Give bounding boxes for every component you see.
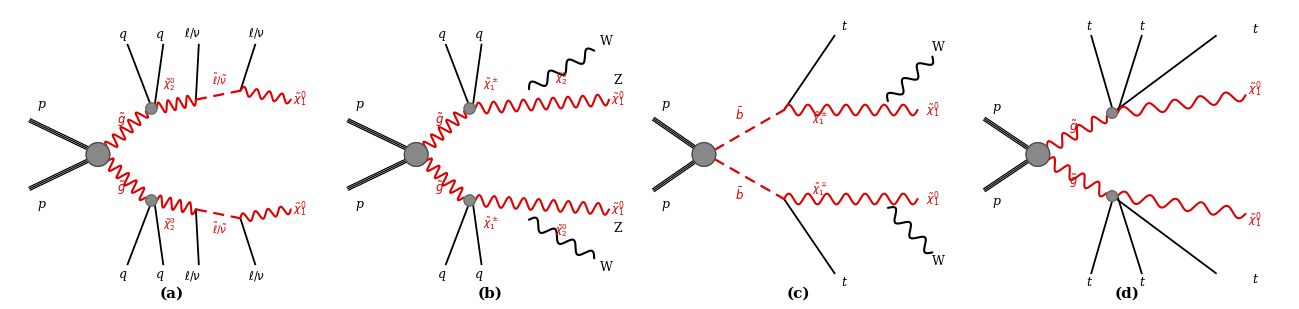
Text: W: W: [600, 35, 613, 48]
Text: p: p: [356, 198, 364, 211]
Text: $\bar{b}$: $\bar{b}$: [735, 186, 744, 203]
Text: $\tilde{\chi}_1^0$: $\tilde{\chi}_1^0$: [1247, 79, 1261, 99]
Text: $\tilde{\chi}_1^0$: $\tilde{\chi}_1^0$: [611, 90, 625, 109]
Circle shape: [692, 143, 716, 166]
Text: $\ell/\nu$: $\ell/\nu$: [184, 269, 201, 283]
Text: $\tilde{\chi}_1^0$: $\tilde{\chi}_1^0$: [926, 189, 939, 209]
Text: p: p: [992, 100, 1000, 113]
Text: q: q: [120, 28, 127, 41]
Text: $\tilde{\chi}_1^\pm$: $\tilde{\chi}_1^\pm$: [483, 216, 498, 232]
Text: $\tilde{\chi}_1^\mp$: $\tilde{\chi}_1^\mp$: [812, 182, 827, 198]
Text: (d): (d): [1115, 287, 1139, 301]
Text: $\ell/\nu$: $\ell/\nu$: [184, 26, 201, 40]
Text: Z: Z: [613, 222, 622, 235]
Text: Z: Z: [613, 74, 622, 87]
Text: p: p: [38, 98, 45, 111]
Circle shape: [86, 143, 110, 166]
Text: t: t: [1252, 23, 1257, 36]
Text: t: t: [840, 20, 846, 33]
Text: $\tilde{\chi}_1^0$: $\tilde{\chi}_1^0$: [611, 200, 625, 219]
Text: W: W: [600, 261, 613, 274]
Circle shape: [145, 195, 157, 206]
Text: $\tilde{g}$: $\tilde{g}$: [435, 180, 444, 197]
Text: $\tilde{\chi}_2^0$: $\tilde{\chi}_2^0$: [162, 216, 175, 233]
Text: t: t: [1139, 276, 1144, 289]
Text: t: t: [1086, 276, 1091, 289]
Text: q: q: [156, 268, 164, 281]
Text: $\ell/\nu$: $\ell/\nu$: [248, 269, 265, 283]
Text: $\tilde{\ell}/\tilde{\nu}$: $\tilde{\ell}/\tilde{\nu}$: [212, 221, 227, 237]
Text: $\tilde{\chi}_2^0$: $\tilde{\chi}_2^0$: [162, 76, 175, 93]
Circle shape: [1107, 191, 1117, 201]
Text: q: q: [438, 268, 446, 281]
Circle shape: [464, 103, 475, 114]
Text: $\tilde{\chi}_1^\pm$: $\tilde{\chi}_1^\pm$: [812, 111, 827, 127]
Text: $\tilde{\chi}_2^0$: $\tilde{\chi}_2^0$: [555, 70, 568, 87]
Text: t: t: [1252, 273, 1257, 286]
Text: W: W: [931, 41, 944, 54]
Text: $\tilde{g}$: $\tilde{g}$: [1069, 119, 1078, 137]
Text: t: t: [840, 276, 846, 289]
Circle shape: [404, 143, 429, 166]
Circle shape: [1026, 143, 1050, 166]
Text: $\tilde{g}$: $\tilde{g}$: [117, 180, 126, 197]
Text: q: q: [438, 28, 446, 41]
Text: $\tilde{\chi}_1^\pm$: $\tilde{\chi}_1^\pm$: [483, 77, 498, 93]
Circle shape: [1107, 108, 1117, 118]
Text: p: p: [356, 98, 364, 111]
Text: $\bar{b}$: $\bar{b}$: [735, 106, 744, 123]
Text: $\tilde{\chi}_2^0$: $\tilde{\chi}_2^0$: [555, 222, 568, 239]
Text: (a): (a): [160, 287, 184, 301]
Text: $\tilde{g}$: $\tilde{g}$: [435, 112, 444, 129]
Text: $\tilde{\chi}_1^0$: $\tilde{\chi}_1^0$: [292, 90, 307, 109]
Text: p: p: [661, 98, 669, 111]
Text: t: t: [1139, 20, 1144, 33]
Text: q: q: [474, 28, 482, 41]
Text: $\tilde{g}$: $\tilde{g}$: [1069, 172, 1078, 190]
Text: $\tilde{\chi}_1^0$: $\tilde{\chi}_1^0$: [926, 100, 939, 120]
Text: t: t: [1086, 20, 1091, 33]
Text: $\tilde{\ell}/\tilde{\nu}$: $\tilde{\ell}/\tilde{\nu}$: [212, 72, 227, 88]
Text: p: p: [661, 198, 669, 211]
Text: W: W: [931, 255, 944, 268]
Text: p: p: [38, 198, 45, 211]
Text: $\ell/\nu$: $\ell/\nu$: [248, 26, 265, 40]
Text: p: p: [992, 196, 1000, 209]
Text: $\tilde{g}$: $\tilde{g}$: [117, 112, 126, 129]
Text: q: q: [120, 268, 127, 281]
Text: $\tilde{\chi}_1^0$: $\tilde{\chi}_1^0$: [1247, 210, 1261, 230]
Text: (c): (c): [787, 287, 811, 301]
Circle shape: [464, 195, 475, 206]
Text: $\tilde{\chi}_1^0$: $\tilde{\chi}_1^0$: [292, 200, 307, 219]
Text: q: q: [156, 28, 164, 41]
Circle shape: [145, 103, 157, 114]
Text: (b): (b): [478, 287, 503, 301]
Text: q: q: [474, 268, 482, 281]
